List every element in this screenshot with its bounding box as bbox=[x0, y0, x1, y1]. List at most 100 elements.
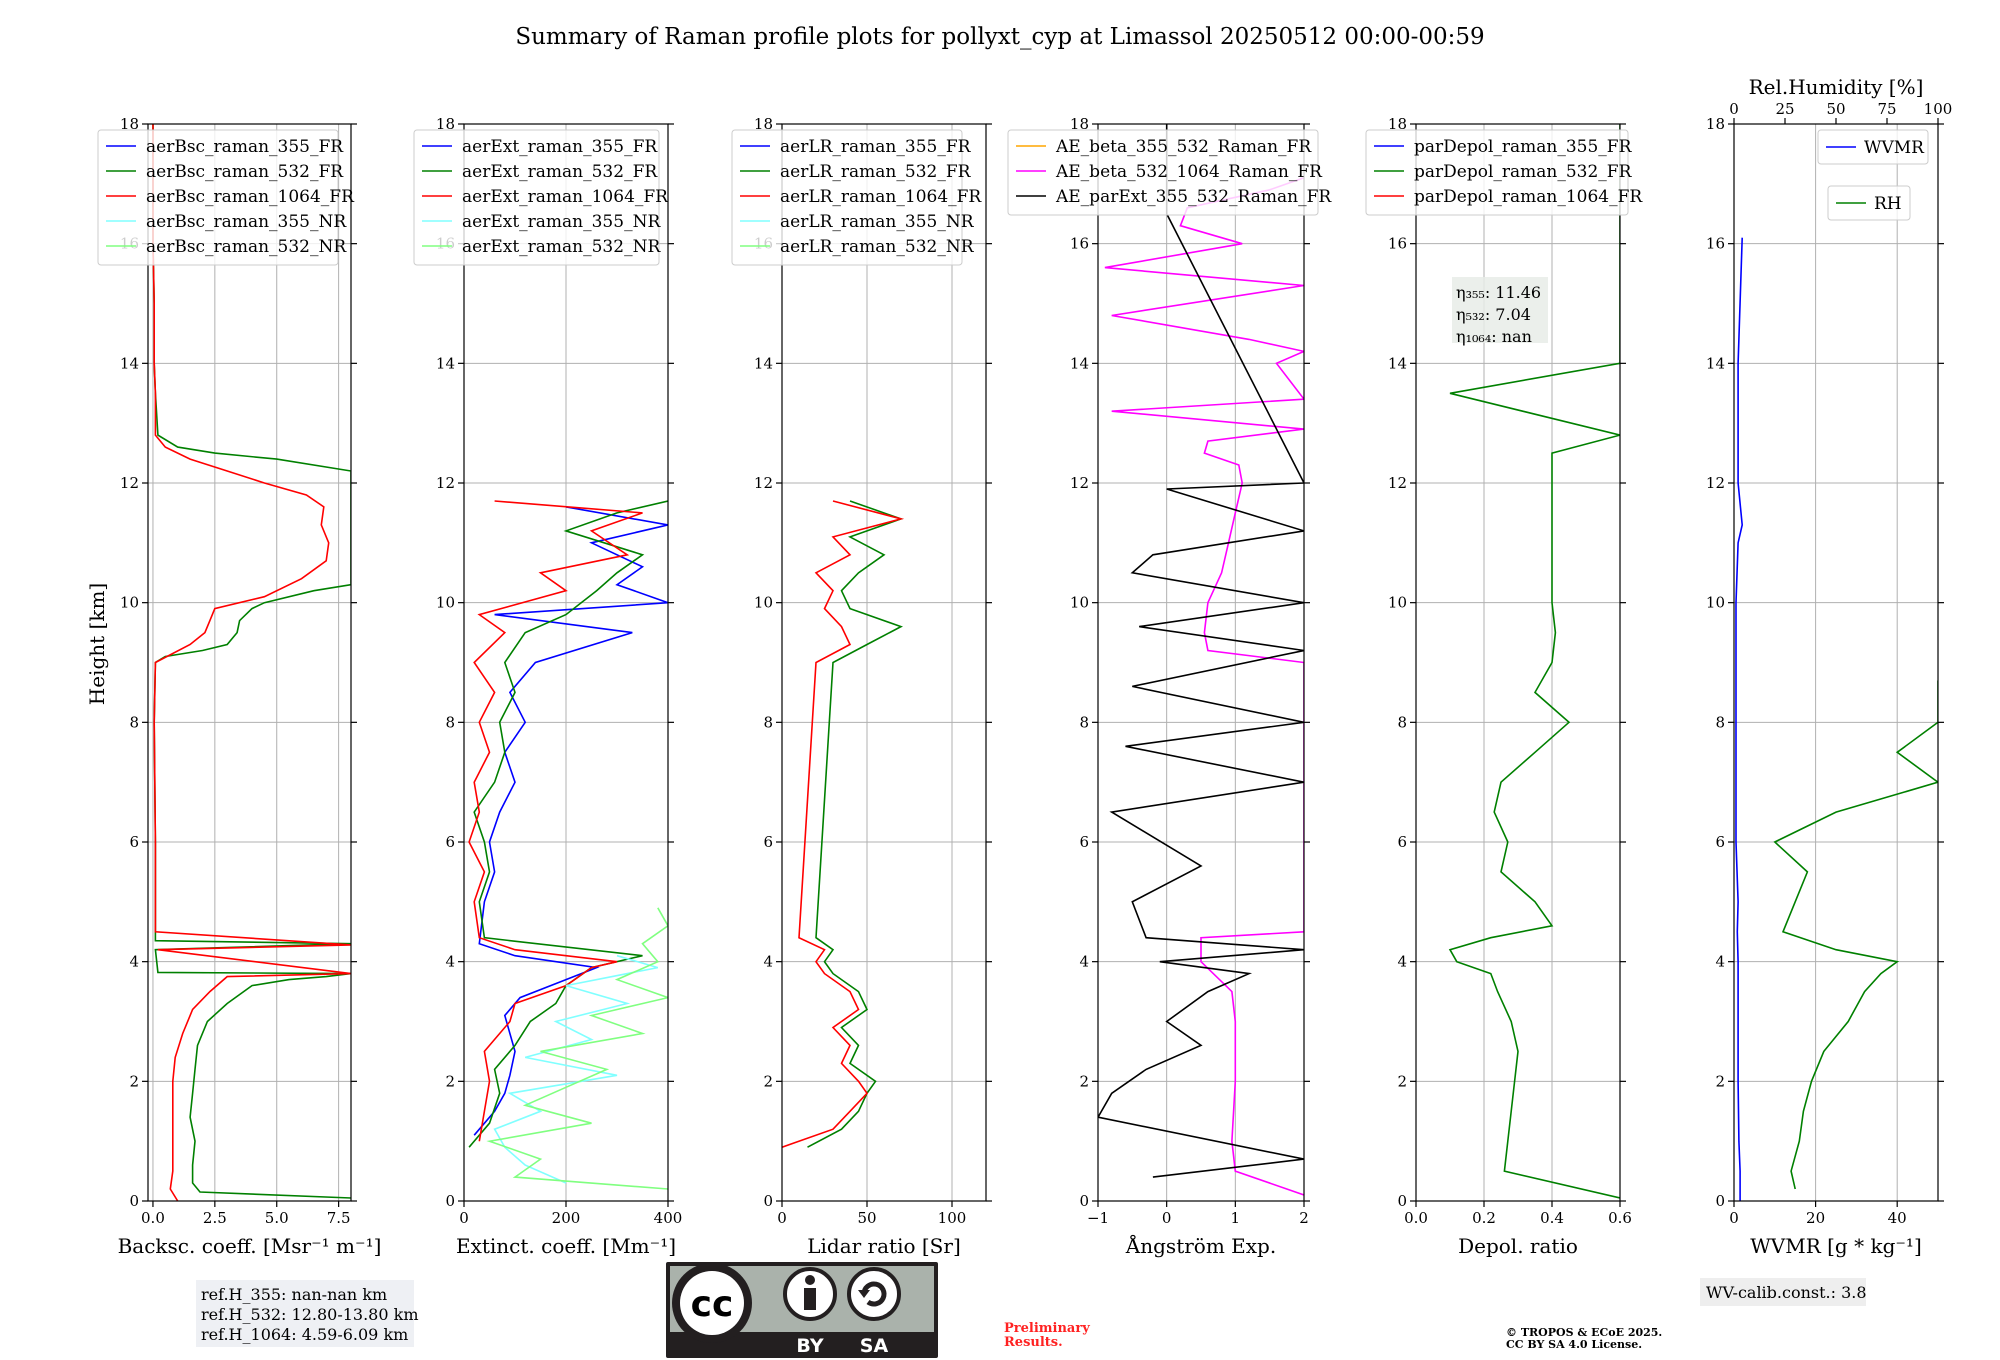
xtick-label: 0.0 bbox=[141, 1209, 165, 1227]
legend-label: aerBsc_raman_355_FR bbox=[146, 137, 344, 157]
series-group bbox=[1448, 124, 1620, 1199]
xtick-label: 20 bbox=[1806, 1209, 1825, 1227]
ytick-label: 18 bbox=[1706, 115, 1725, 133]
legend-rh: RH bbox=[1827, 185, 1911, 221]
series-group bbox=[782, 500, 905, 1148]
ref-height-355: ref.H_355: nan-nan km bbox=[201, 1285, 387, 1304]
ytick-label: 6 bbox=[763, 833, 773, 851]
series-group bbox=[1098, 124, 1304, 1196]
x2-axis-label: Rel.Humidity [%] bbox=[1749, 75, 1924, 99]
legend-label: AE_parExt_355_532_Raman_FR bbox=[1055, 187, 1332, 207]
figure-title: Summary of Raman profile plots for polly… bbox=[515, 24, 1484, 50]
ytick-label: 12 bbox=[120, 474, 139, 492]
ytick-label: 6 bbox=[1079, 833, 1089, 851]
cc-by-sa-logo: cc BY SA bbox=[666, 1262, 938, 1358]
ytick-label: 0 bbox=[1079, 1192, 1089, 1210]
xtick-label: 0.6 bbox=[1608, 1209, 1632, 1227]
ytick-label: 4 bbox=[1079, 953, 1089, 971]
legend: parDepol_raman_355_FR parDepol_raman_532_… bbox=[1365, 129, 1643, 216]
series-line bbox=[152, 124, 351, 1201]
panel-frame bbox=[147, 123, 352, 1202]
ytick-label: 12 bbox=[1706, 474, 1725, 492]
preliminary-line-1: Preliminary bbox=[1004, 1321, 1090, 1336]
ytick-label: 2 bbox=[1397, 1072, 1407, 1090]
ytick-label: 10 bbox=[1070, 594, 1089, 612]
ytick-label: 16 bbox=[1706, 235, 1725, 253]
series-line bbox=[1104, 177, 1304, 1196]
legend-box bbox=[1365, 129, 1629, 216]
ytick-label: 2 bbox=[129, 1072, 139, 1090]
xtick-label: 0 bbox=[459, 1209, 469, 1227]
series-line bbox=[782, 500, 905, 1148]
legend-label: aerLR_raman_1064_FR bbox=[780, 187, 982, 207]
x-axis-label: WVMR [g * kg⁻¹] bbox=[1750, 1234, 1922, 1258]
annotation-text: η₁₀₆₄: nan bbox=[1456, 327, 1532, 346]
legend-label: aerExt_raman_1064_FR bbox=[462, 187, 669, 207]
x2tick-label: 50 bbox=[1826, 100, 1845, 118]
legend-label: aerBsc_raman_355_NR bbox=[146, 212, 347, 232]
ytick-label: 16 bbox=[1070, 235, 1089, 253]
ytick-label: 12 bbox=[754, 474, 773, 492]
ytick-label: 12 bbox=[1070, 474, 1089, 492]
series-line bbox=[468, 500, 643, 1142]
ytick-label: 4 bbox=[445, 953, 455, 971]
ytick-label: 10 bbox=[1388, 594, 1407, 612]
x-axis-label: Ångström Exp. bbox=[1125, 1233, 1276, 1258]
xtick-label: 7.5 bbox=[327, 1209, 351, 1227]
x2tick-label: 25 bbox=[1775, 100, 1794, 118]
xtick-label: 5.0 bbox=[265, 1209, 289, 1227]
wv-calib-box: WV-calib.const.: 3.8 bbox=[1700, 1278, 1867, 1306]
annotation-text: η₃₅₅: 11.46 bbox=[1456, 283, 1541, 302]
ref-height-box: ref.H_355: nan-nan km ref.H_532: 12.80-1… bbox=[196, 1280, 419, 1347]
panel-frame bbox=[1097, 123, 1305, 1202]
ytick-label: 0 bbox=[763, 1192, 773, 1210]
ytick-label: 12 bbox=[1388, 474, 1407, 492]
ytick-label: 0 bbox=[445, 1192, 455, 1210]
ytick-label: 14 bbox=[1388, 354, 1407, 372]
x-axis-label: Depol. ratio bbox=[1458, 1234, 1578, 1258]
x2tick-label: 100 bbox=[1924, 100, 1953, 118]
legend-label: aerLR_raman_355_FR bbox=[780, 137, 972, 157]
x-axis-label: Extinct. coeff. [Mm⁻¹] bbox=[456, 1234, 676, 1258]
xtick-label: 400 bbox=[654, 1209, 683, 1227]
ytick-label: 2 bbox=[445, 1072, 455, 1090]
legend-label: aerBsc_raman_532_FR bbox=[146, 162, 344, 182]
series-line bbox=[1098, 124, 1304, 1178]
xtick-label: 200 bbox=[552, 1209, 581, 1227]
ytick-label: 14 bbox=[754, 354, 773, 372]
share-alike-icon bbox=[847, 1267, 901, 1321]
legend-label: aerLR_raman_532_NR bbox=[780, 237, 975, 257]
x-axis-label: Backsc. coeff. [Msr⁻¹ m⁻¹] bbox=[118, 1234, 382, 1258]
ytick-label: 8 bbox=[1079, 713, 1089, 731]
ytick-label: 4 bbox=[129, 953, 139, 971]
legend-wvmr: WVMR bbox=[1817, 129, 1929, 165]
cc-letters: cc bbox=[691, 1284, 734, 1325]
legend-label: parDepol_raman_355_FR bbox=[1414, 137, 1633, 157]
xtick-label: 1 bbox=[1231, 1209, 1241, 1227]
legend-label: aerBsc_raman_1064_FR bbox=[146, 187, 355, 207]
ytick-label: 18 bbox=[1070, 115, 1089, 133]
annotation-box bbox=[1452, 277, 1548, 343]
eta-annotation: η₃₅₅: 11.46 η₅₃₂: 7.04 η₁₀₆₄: nan bbox=[1452, 277, 1548, 346]
series-group bbox=[1735, 237, 1938, 1201]
series-group bbox=[468, 500, 668, 1190]
ytick-label: 10 bbox=[436, 594, 455, 612]
ytick-label: 4 bbox=[1397, 953, 1407, 971]
panel-frame bbox=[1733, 123, 1939, 1202]
series-line bbox=[152, 124, 351, 1199]
legend-label: aerExt_raman_355_NR bbox=[462, 212, 661, 232]
xtick-label: 2.5 bbox=[203, 1209, 227, 1227]
xtick-label: 50 bbox=[857, 1209, 876, 1227]
series-line bbox=[473, 506, 668, 1136]
annotation-text: η₅₃₂: 7.04 bbox=[1456, 305, 1531, 324]
x-axis-label: Lidar ratio [Sr] bbox=[807, 1234, 961, 1258]
series-line bbox=[486, 907, 668, 1190]
ytick-label: 14 bbox=[436, 354, 455, 372]
xtick-label: 40 bbox=[1888, 1209, 1907, 1227]
sa-label: SA bbox=[860, 1335, 889, 1357]
ytick-label: 6 bbox=[445, 833, 455, 851]
ytick-label: 8 bbox=[445, 713, 455, 731]
